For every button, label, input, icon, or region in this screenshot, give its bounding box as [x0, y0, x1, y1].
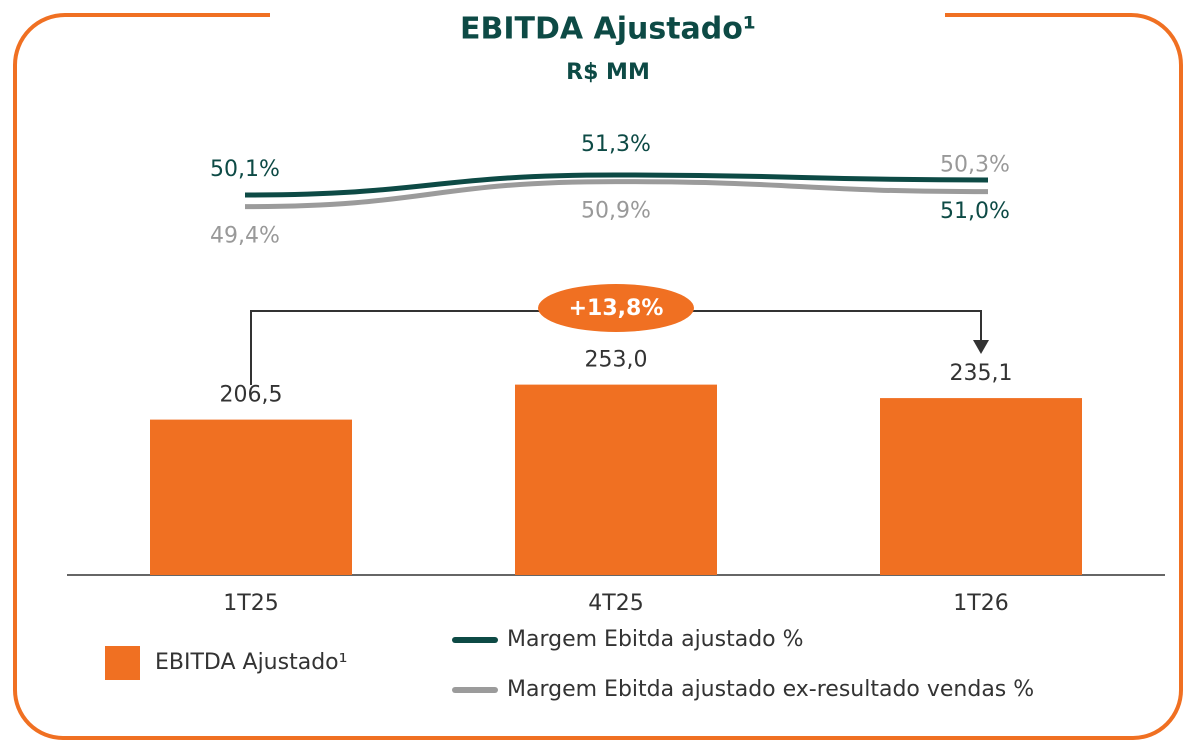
data-label: 49,4% — [210, 224, 280, 249]
bar — [150, 419, 352, 575]
data-label: 235,1 — [950, 361, 1013, 386]
data-label: 51,3% — [581, 132, 651, 157]
data-label: 253,0 — [585, 348, 648, 373]
legend-label: Margem Ebitda ajustado ex-resultado vend… — [507, 677, 1034, 702]
frame — [13, 13, 1183, 740]
bar — [880, 398, 1082, 575]
data-label: 50,3% — [940, 153, 1010, 178]
annotation: +13,8% — [569, 296, 664, 321]
data-label: 50,1% — [210, 157, 280, 182]
line — [244, 179, 989, 210]
bar — [515, 384, 717, 575]
line — [244, 172, 989, 198]
data-label: 206,5 — [220, 383, 283, 408]
x-tick-label: 1T26 — [953, 591, 1008, 616]
chart-title: EBITDA Ajustado¹ — [460, 12, 756, 47]
annotation-badge — [538, 284, 694, 332]
legend-label: Margem Ebitda ajustado % — [507, 627, 804, 652]
arrow-head — [973, 340, 989, 354]
legend-swatch — [105, 646, 140, 680]
x-tick-label: 1T25 — [223, 591, 278, 616]
chart-subtitle: R$ MM — [566, 60, 650, 85]
data-label: 51,0% — [940, 199, 1010, 224]
data-label: 50,9% — [581, 199, 651, 224]
legend-label: EBITDA Ajustado¹ — [155, 650, 347, 675]
x-tick-label: 4T25 — [588, 591, 643, 616]
